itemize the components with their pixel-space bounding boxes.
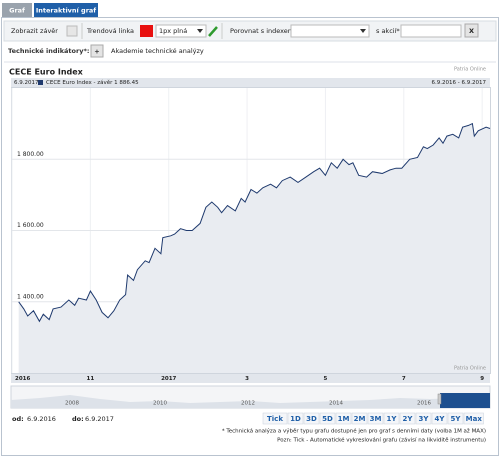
navigator-label: 2010 [153, 401, 167, 407]
period-label[interactable]: Tick [267, 415, 283, 423]
period-label[interactable]: 3M [370, 415, 382, 423]
x-tick-label: 7 [402, 376, 406, 382]
pencil-icon[interactable] [208, 26, 218, 37]
select[interactable] [155, 24, 207, 38]
plot [11, 88, 491, 373]
period-button[interactable] [431, 412, 448, 425]
date: 6.9.2017 [14, 80, 39, 86]
label: Porovnat s indexem* [230, 27, 298, 35]
period-label[interactable]: 1M [338, 415, 350, 423]
label: od: [12, 415, 24, 423]
navigator-handle[interactable] [437, 393, 442, 405]
period-button[interactable] [415, 412, 432, 425]
label: s akcií* [376, 27, 400, 35]
date-input[interactable]: 6.9.2016 [27, 415, 56, 423]
tab[interactable] [2, 3, 32, 17]
x-axis-band [11, 374, 490, 383]
tab-label[interactable]: Graf [9, 7, 25, 15]
navigator-label: 2014 [329, 401, 343, 407]
y-tick-label: 1 800.00 [17, 151, 44, 158]
period-label[interactable]: 2Y [403, 415, 414, 423]
period-button[interactable] [319, 412, 336, 425]
select[interactable] [290, 24, 370, 38]
header-bar [11, 78, 490, 87]
navigator-area [11, 395, 490, 408]
period-button[interactable] [367, 412, 384, 425]
chart-title: CECE Euro Index [9, 68, 84, 77]
label: Trendová linka [86, 27, 134, 35]
navigator-label: 2008 [65, 401, 79, 407]
period-button[interactable] [463, 412, 484, 425]
x-tick-label: 9 [480, 376, 484, 382]
period-label[interactable]: 5D [322, 415, 333, 423]
date-input[interactable]: 6.9.2017 [85, 415, 114, 423]
navigator-selection[interactable] [440, 393, 490, 408]
label: Zobrazit závěr [11, 27, 58, 35]
button[interactable] [464, 23, 479, 38]
toolbar [3, 20, 497, 42]
period-button[interactable] [399, 412, 416, 425]
select-value[interactable]: 1px plná [159, 27, 187, 35]
color-picker[interactable] [140, 25, 153, 37]
period-button[interactable] [303, 412, 320, 425]
dropdown-arrow [360, 29, 366, 33]
period-label[interactable]: 5Y [451, 415, 462, 423]
label: do: [72, 415, 84, 423]
y-tick-label: 1 600.00 [17, 222, 44, 229]
range: 6.9.2016 - 6.9.2017 [432, 80, 487, 86]
period-button[interactable] [335, 412, 352, 425]
navigator-label: 2016 [417, 401, 431, 407]
period-label[interactable]: 2M [354, 415, 366, 423]
watermark: Patria Online [454, 366, 486, 372]
area-fill [18, 123, 491, 373]
x-tick-label: 5 [324, 376, 328, 382]
button-label[interactable]: X [469, 27, 474, 35]
navigator-label: 2012 [241, 401, 255, 407]
legend-swatch [38, 80, 43, 85]
period-label[interactable]: 3D [306, 415, 317, 423]
note: Pozn: Tick - Automatické vykreslování gr… [277, 437, 486, 444]
dropdown-arrow [197, 29, 203, 33]
period-label[interactable]: Max [466, 415, 483, 423]
tab-label[interactable]: Interaktivní graf [36, 7, 96, 15]
line [18, 122, 491, 323]
text-input[interactable] [400, 24, 462, 38]
period-label[interactable]: 1Y [387, 415, 398, 423]
button[interactable] [90, 44, 104, 58]
period-button[interactable] [447, 412, 464, 425]
period-button[interactable] [262, 412, 288, 425]
period-label[interactable]: 3Y [419, 415, 430, 423]
x-tick-label: 2017 [161, 376, 176, 382]
button-label[interactable]: + [94, 48, 99, 56]
link[interactable]: Akademie technické analýzy [111, 47, 204, 55]
note: * Technická analýza a výběr typu grafu d… [222, 428, 486, 435]
period-button[interactable] [287, 412, 304, 425]
label: Technické indikátory*: [8, 47, 89, 55]
x-tick-label: 3 [245, 376, 249, 382]
period-label[interactable]: 1D [290, 415, 301, 423]
legend-label: CECE Euro Index - závěr 1 886.45 [46, 79, 139, 86]
period-button[interactable] [383, 412, 400, 425]
period-button[interactable] [351, 412, 368, 425]
y-tick-label: 1 400.00 [17, 293, 44, 300]
watermark: Patria Online [454, 67, 486, 73]
tab-active[interactable] [34, 3, 98, 17]
x-tick-label: 11 [87, 376, 95, 382]
x-tick-label: 2016 [15, 376, 30, 382]
checkbox[interactable] [66, 25, 78, 37]
period-label[interactable]: 4Y [435, 415, 446, 423]
